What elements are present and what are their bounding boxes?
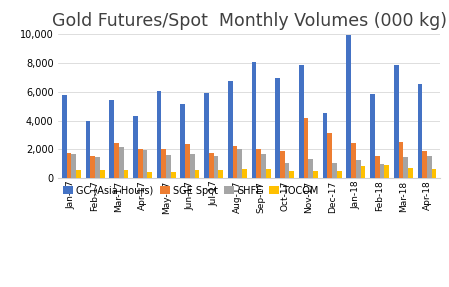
Bar xyxy=(110,100,114,178)
Bar xyxy=(285,163,290,178)
Bar xyxy=(233,146,238,178)
Bar xyxy=(123,170,128,178)
Bar xyxy=(351,143,356,178)
Bar xyxy=(266,169,271,178)
Bar xyxy=(337,171,342,178)
Bar xyxy=(308,158,313,178)
Bar xyxy=(228,81,233,178)
Bar xyxy=(62,95,66,178)
Bar xyxy=(71,154,76,178)
Bar xyxy=(195,170,199,178)
Bar xyxy=(214,156,218,178)
Bar xyxy=(147,172,152,178)
Bar xyxy=(180,104,185,178)
Bar xyxy=(90,156,95,178)
Bar xyxy=(418,84,422,178)
Bar xyxy=(299,65,304,178)
Bar xyxy=(204,92,209,178)
Bar xyxy=(162,149,166,178)
Bar xyxy=(95,157,100,178)
Bar xyxy=(171,172,176,178)
Bar xyxy=(327,133,332,178)
Bar xyxy=(422,152,427,178)
Bar xyxy=(356,160,361,178)
Bar xyxy=(119,147,123,178)
Bar xyxy=(142,150,147,178)
Bar xyxy=(399,142,403,178)
Bar xyxy=(332,163,337,178)
Bar xyxy=(100,170,105,178)
Bar xyxy=(133,115,138,178)
Bar xyxy=(280,152,285,178)
Bar xyxy=(361,166,365,178)
Bar xyxy=(323,113,327,178)
Legend: GC (Asia Hours), SGE Spot, SHFE, TOCOM: GC (Asia Hours), SGE Spot, SHFE, TOCOM xyxy=(63,186,318,196)
Bar xyxy=(427,156,432,178)
Bar xyxy=(166,155,171,178)
Bar xyxy=(76,170,81,178)
Bar xyxy=(403,157,408,178)
Bar xyxy=(290,172,294,178)
Bar xyxy=(394,65,399,178)
Bar xyxy=(86,121,90,178)
Bar xyxy=(346,35,351,178)
Bar xyxy=(157,91,162,178)
Bar xyxy=(209,153,214,178)
Bar xyxy=(242,168,247,178)
Bar xyxy=(313,171,318,178)
Bar xyxy=(218,170,223,178)
Bar xyxy=(375,156,379,178)
Bar xyxy=(114,143,119,178)
Bar xyxy=(379,164,384,178)
Bar xyxy=(275,78,280,178)
Bar xyxy=(432,169,436,178)
Bar xyxy=(384,165,389,178)
Bar xyxy=(251,63,256,178)
Bar xyxy=(304,118,308,178)
Bar xyxy=(408,168,413,178)
Bar xyxy=(238,149,242,178)
Bar xyxy=(185,144,190,178)
Bar xyxy=(190,154,195,178)
Bar xyxy=(261,154,266,178)
Bar xyxy=(66,153,71,178)
Bar xyxy=(256,149,261,178)
Bar xyxy=(138,149,142,178)
Title: Gold Futures/Spot  Monthly Volumes (000 kg): Gold Futures/Spot Monthly Volumes (000 k… xyxy=(52,12,447,30)
Bar xyxy=(370,94,375,178)
